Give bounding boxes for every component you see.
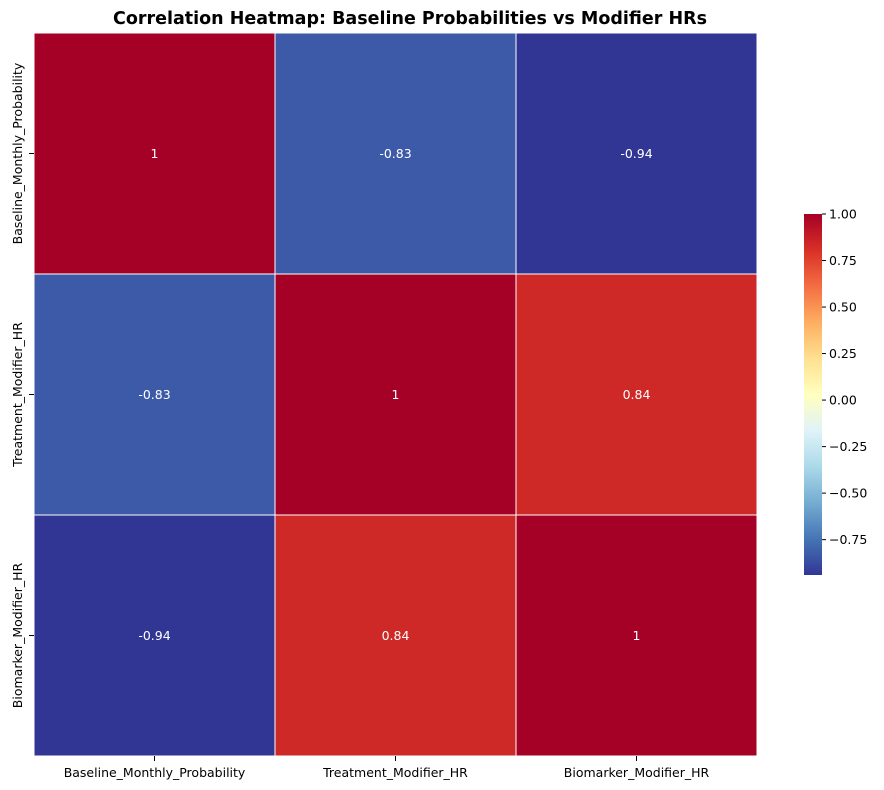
colorbar-tick-label: 0.00 [829, 393, 857, 408]
chart-title: Correlation Heatmap: Baseline Probabilit… [113, 9, 707, 29]
heatmap-cell [33, 273, 276, 516]
x-tick-label: Treatment_Modifier_HR [322, 765, 468, 780]
cell-value-label: 0.84 [382, 628, 410, 643]
heatmap-cell [274, 514, 517, 757]
x-axis-ticks: Baseline_Monthly_Probability Treatment_Mo… [64, 756, 710, 780]
colorbar-gradient [804, 214, 822, 575]
colorbar-tick-label: 1.00 [829, 207, 857, 222]
colorbar-ticks: 1.00 0.75 0.50 0.25 0.00 −0.25 −0.50 −0.75 [822, 207, 867, 547]
x-tick-label: Baseline_Monthly_Probability [64, 765, 246, 780]
heatmap-cell [274, 273, 517, 516]
y-tick-label: Baseline_Monthly_Probability [10, 62, 25, 244]
heatmap-annotations: 1 -0.83 -0.94 -0.83 1 0.84 -0.94 0.84 1 [138, 146, 652, 643]
x-tick-label: Biomarker_Modifier_HR [564, 765, 710, 780]
cell-value-label: 0.84 [623, 387, 651, 402]
heatmap-cell [33, 514, 276, 757]
colorbar-tick-label: 0.75 [829, 253, 857, 268]
colorbar: 1.00 0.75 0.50 0.25 0.00 −0.25 −0.50 −0.75 [804, 207, 867, 575]
cell-value-label: -0.83 [379, 146, 411, 161]
heatmap-cell [515, 273, 758, 516]
colorbar-tick-label: −0.75 [829, 532, 867, 547]
heatmap-cells [33, 32, 758, 757]
cell-value-label: 1 [633, 628, 641, 643]
colorbar-tick-label: 0.50 [829, 300, 857, 315]
cell-value-label: 1 [392, 387, 400, 402]
heatmap-cell [33, 32, 276, 275]
heatmap-cell [274, 32, 517, 275]
cell-value-label: -0.94 [138, 628, 170, 643]
cell-value-label: 1 [151, 146, 159, 161]
colorbar-tick-label: 0.25 [829, 346, 857, 361]
cell-value-label: -0.94 [620, 146, 652, 161]
heatmap-cell [515, 32, 758, 275]
y-tick-label: Treatment_Modifier_HR [10, 322, 25, 468]
cell-value-label: -0.83 [138, 387, 170, 402]
y-tick-label: Biomarker_Modifier_HR [10, 562, 25, 708]
colorbar-tick-label: −0.25 [829, 439, 867, 454]
colorbar-tick-label: −0.50 [829, 486, 867, 501]
y-axis-ticks: Baseline_Monthly_Probability Treatment_Mo… [10, 62, 34, 708]
